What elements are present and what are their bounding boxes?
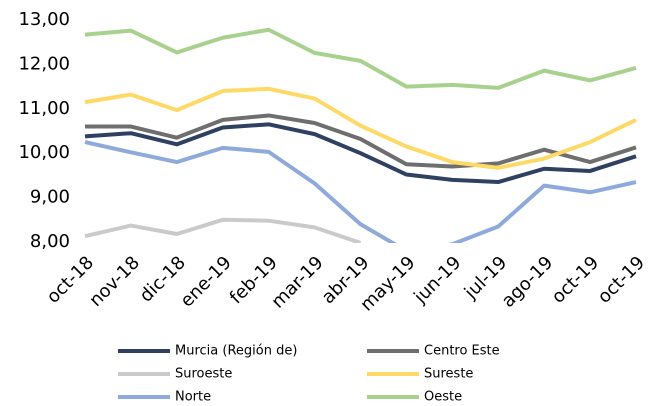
x-tick-label: mar-19 <box>267 252 327 312</box>
series-line <box>84 217 362 243</box>
series-line <box>84 122 637 185</box>
x-tick-label: nov-18 <box>85 252 144 311</box>
plot-area <box>84 27 637 243</box>
x-tick-label: oct-19 <box>594 252 649 307</box>
legend-label: Oeste <box>424 390 462 405</box>
series-line <box>84 27 637 90</box>
series-line <box>84 86 637 170</box>
y-tick-label: 10,00 <box>18 142 70 163</box>
y-tick-label: 13,00 <box>18 9 70 30</box>
x-tick-label: ago-19 <box>498 252 558 312</box>
x-tick-label: ene-19 <box>176 252 235 311</box>
x-tick-label: oct-19 <box>548 252 603 307</box>
y-tick-label: 9,00 <box>30 187 70 208</box>
series-line <box>85 113 637 169</box>
series-line <box>84 140 637 243</box>
legend-label: Murcia (Región de) <box>175 344 297 359</box>
legend-label: Sureste <box>424 367 473 382</box>
y-tick-label: 11,00 <box>18 98 70 119</box>
legend-label: Suroeste <box>175 367 232 382</box>
x-tick-label: jun-19 <box>409 252 465 308</box>
y-tick-label: 12,00 <box>18 53 70 74</box>
legend-label: Norte <box>175 390 211 405</box>
legend-label: Centro Este <box>424 344 500 359</box>
y-tick-label: 8,00 <box>30 231 70 252</box>
